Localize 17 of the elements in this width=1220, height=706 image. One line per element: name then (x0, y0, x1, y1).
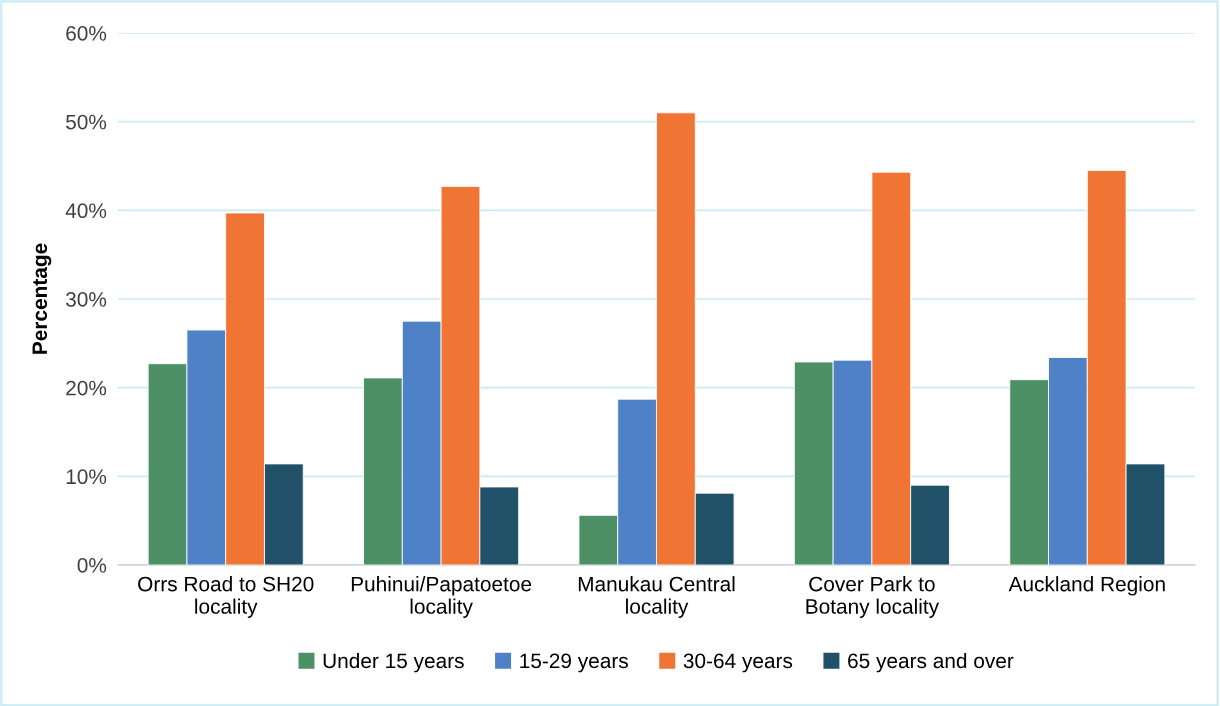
x-tick-label: Manukau Central locality (578, 576, 735, 618)
x-tick-label: Auckland Region (1008, 576, 1165, 596)
y-tick-label: 30% (65, 292, 107, 307)
legend-label: 30-64 years (683, 653, 793, 673)
y-tick-label: 0% (77, 558, 107, 573)
x-tick-label: Cover Park to Botany locality (806, 576, 940, 618)
y-tick-label: 10% (66, 469, 107, 485)
x-tick-label: Orrs Road to SH20 locality (138, 576, 314, 618)
y-tick-label: 50% (66, 114, 107, 130)
y-tick-label: 60% (66, 26, 107, 41)
y-tick-label: 20% (66, 380, 107, 396)
x-tick-label: Puhinui/Papatoetoe locality (351, 576, 532, 618)
y-tick-label: 40% (65, 203, 107, 219)
legend-label: 65 years and over (848, 652, 1014, 673)
y-axis-title: Percentage (32, 243, 52, 354)
legend-label: 15-29 years (520, 653, 628, 673)
legend-label: Under 15 years (323, 652, 464, 673)
